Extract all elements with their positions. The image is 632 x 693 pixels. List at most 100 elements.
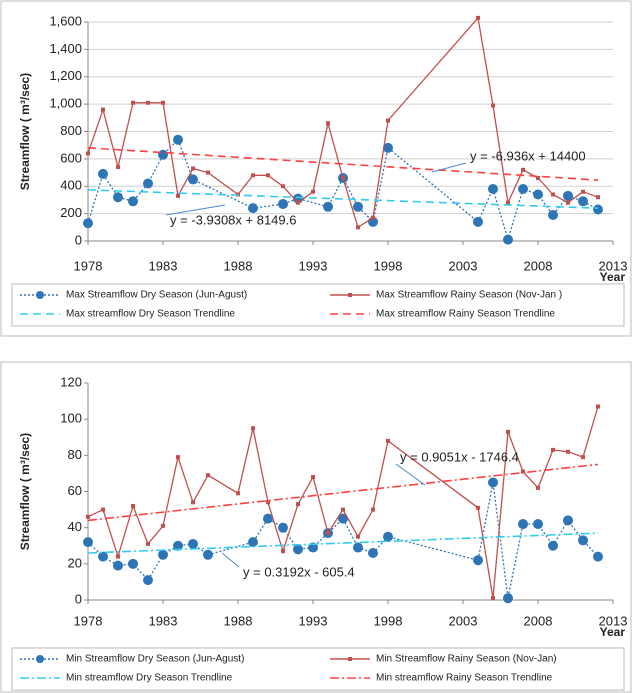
- marker: [236, 491, 240, 496]
- marker: [488, 183, 498, 194]
- y-tick-label: 1,200: [49, 68, 82, 83]
- marker: [161, 523, 165, 528]
- x-tick-label: 1983: [149, 258, 178, 273]
- marker: [281, 184, 285, 189]
- x-tick-label: 1988: [224, 258, 253, 273]
- marker: [536, 176, 540, 181]
- marker: [128, 196, 138, 207]
- marker: [566, 200, 570, 205]
- marker: [548, 209, 558, 220]
- marker: [203, 549, 213, 560]
- marker: [176, 193, 180, 198]
- marker: [551, 192, 555, 197]
- legend-label: Min streamflow Dry Season Trendline: [66, 673, 233, 684]
- x-tick-label: 1978: [74, 613, 103, 628]
- marker: [506, 200, 510, 205]
- marker: [386, 438, 390, 443]
- x-tick-label: 1993: [299, 613, 328, 628]
- y-tick-label: 0: [75, 591, 82, 606]
- marker: [143, 575, 153, 586]
- legend-marker: [348, 293, 352, 297]
- marker: [593, 204, 603, 215]
- marker: [578, 196, 588, 207]
- marker: [83, 537, 93, 548]
- marker: [491, 103, 495, 108]
- marker: [161, 100, 165, 105]
- y-tick-label: 1,000: [49, 96, 82, 111]
- legend-label: Min Streamflow Rainy Season (Nov-Jan): [376, 654, 557, 665]
- annotation-arrow: [395, 463, 426, 486]
- marker: [251, 173, 255, 178]
- marker: [296, 200, 300, 205]
- marker: [131, 100, 135, 105]
- y-tick-label: 120: [60, 374, 82, 389]
- legend-marker: [36, 291, 44, 299]
- x-tick-label: 2008: [524, 613, 553, 628]
- series-line: [87, 482, 599, 599]
- marker: [206, 170, 210, 175]
- x-tick-label: 2003: [449, 258, 478, 273]
- marker: [566, 449, 570, 454]
- marker: [188, 538, 198, 549]
- marker: [518, 183, 528, 194]
- marker: [548, 540, 558, 551]
- marker: [521, 469, 525, 474]
- series-line: [87, 463, 599, 522]
- legend-label: Max Streamflow Rainy Season (Nov-Jan ): [376, 290, 562, 301]
- marker: [266, 500, 270, 505]
- marker: [341, 507, 345, 512]
- series-line: [87, 532, 599, 554]
- marker: [473, 555, 483, 566]
- marker: [533, 519, 543, 530]
- marker: [146, 541, 150, 546]
- x-tick-label: 1983: [149, 613, 178, 628]
- y-tick-label: 1,600: [49, 13, 82, 28]
- marker: [551, 447, 555, 452]
- marker: [98, 168, 108, 179]
- marker: [176, 455, 180, 460]
- marker: [371, 507, 375, 512]
- marker: [488, 477, 498, 488]
- y-tick-label: 400: [60, 178, 82, 193]
- marker: [353, 542, 363, 553]
- marker: [101, 107, 105, 112]
- y-tick-label: 100: [60, 411, 82, 426]
- legend-label: Min streamflow Rainy Season Trendline: [376, 673, 553, 684]
- marker: [293, 544, 303, 555]
- y-tick-label: 20: [68, 555, 82, 570]
- annotation-arrow: [221, 552, 240, 568]
- marker: [341, 176, 345, 181]
- x-tick-label: 1988: [224, 613, 253, 628]
- x-tick-label: 1998: [374, 613, 403, 628]
- marker: [323, 201, 333, 212]
- legend-label: Max streamflow Rainy Season Trendline: [376, 309, 555, 320]
- marker: [206, 473, 210, 478]
- legend-label: Max streamflow Dry Season Trendline: [66, 309, 235, 320]
- chart-frame: [0, 0, 632, 337]
- y-tick-label: 800: [60, 123, 82, 138]
- marker: [278, 199, 288, 210]
- marker: [563, 515, 573, 526]
- marker: [476, 505, 480, 510]
- legend-label: Min Streamflow Dry Season (Jun-Agust): [66, 654, 244, 665]
- chart-frame: [0, 361, 632, 693]
- annotation-arrow: [165, 204, 226, 216]
- marker: [188, 174, 198, 185]
- marker: [311, 189, 315, 194]
- x-tick-label: 1998: [374, 258, 403, 273]
- marker: [476, 15, 480, 20]
- marker: [491, 596, 495, 601]
- marker: [593, 551, 603, 562]
- y-axis-label: Streamflow ( m³/sec): [18, 433, 32, 550]
- marker: [533, 189, 543, 200]
- marker: [251, 426, 255, 431]
- y-axis-label: Streamflow ( m³/sec): [18, 73, 32, 190]
- marker: [503, 234, 513, 245]
- marker: [353, 201, 363, 212]
- marker: [518, 519, 528, 530]
- marker: [83, 218, 93, 229]
- marker: [563, 190, 573, 201]
- x-tick-label: 2013: [599, 258, 628, 273]
- annotation: y = 0.3192x - 605.4: [243, 564, 355, 579]
